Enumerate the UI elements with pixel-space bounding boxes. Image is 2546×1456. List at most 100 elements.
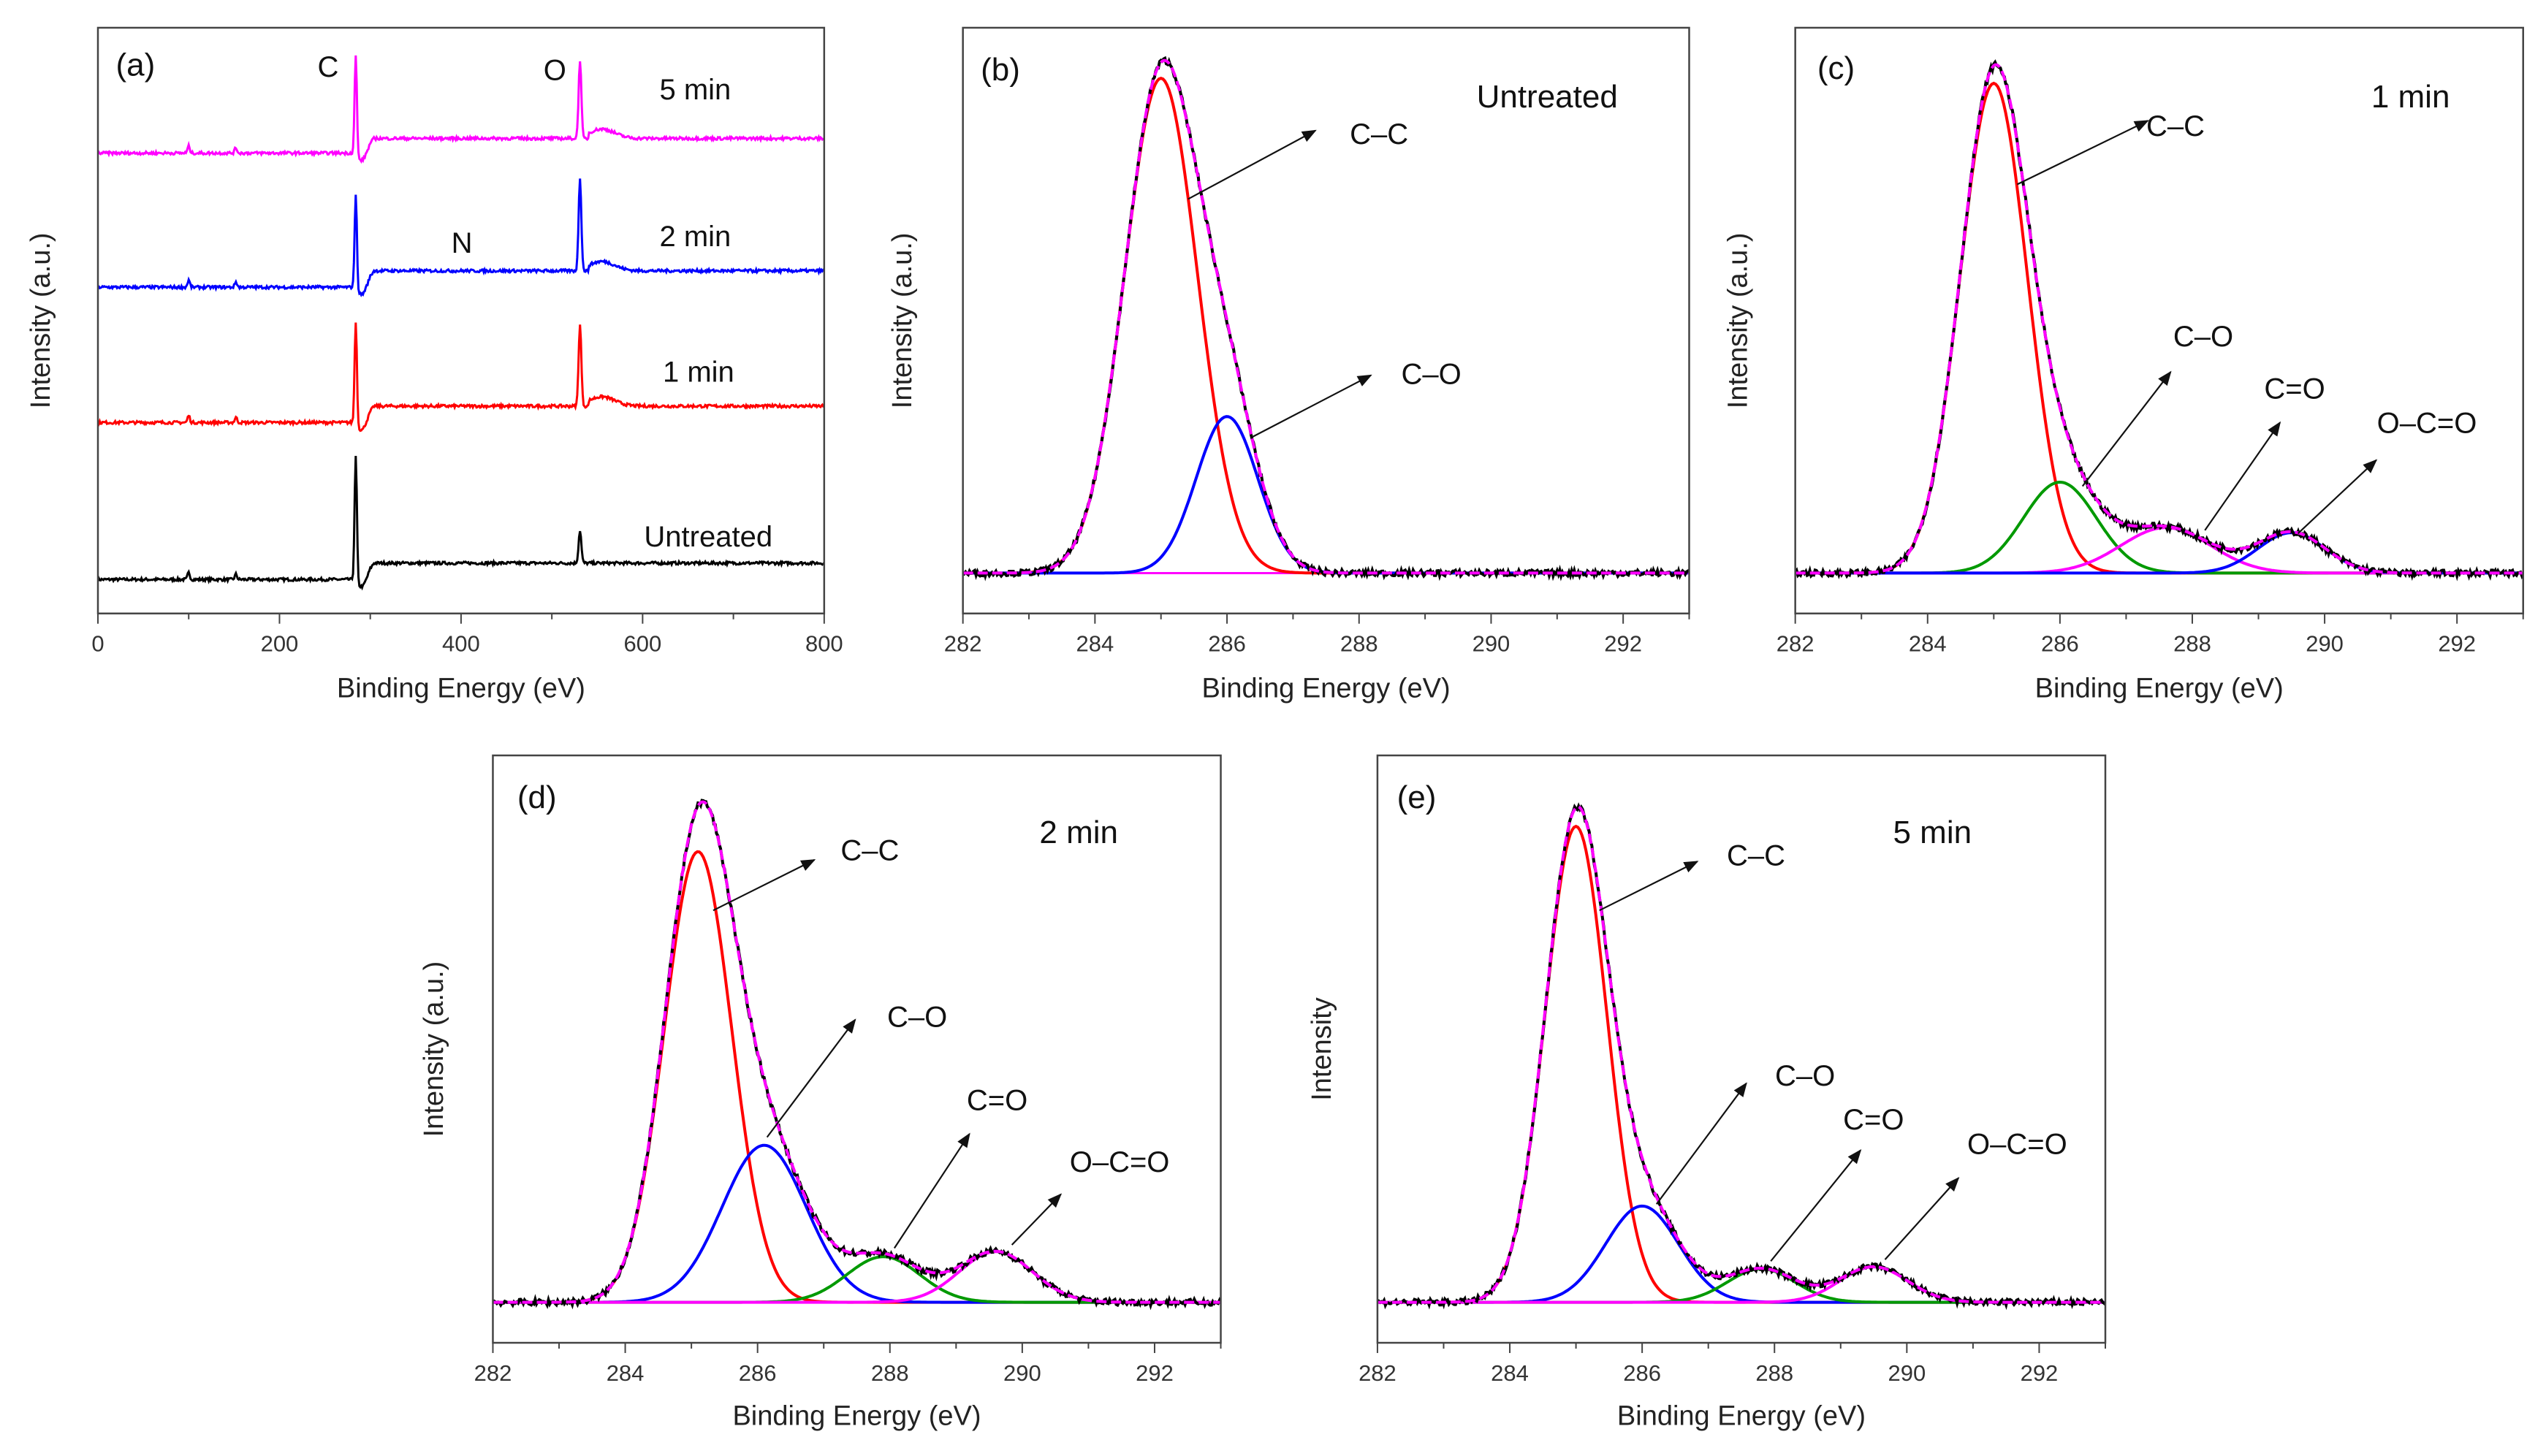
- plot-area: [1377, 802, 2105, 1311]
- series-line-1-min: [98, 322, 824, 432]
- annotation-arrow: [1011, 1193, 1063, 1246]
- annotation-arrow: [1188, 129, 1317, 200]
- annotation-arrow: [2297, 459, 2378, 535]
- component-peak-C=O: [1795, 526, 2522, 575]
- x-tick-label: 290: [2306, 631, 2344, 657]
- x-tick-label: 284: [1909, 631, 1947, 657]
- x-tick-label: 286: [1623, 1360, 1661, 1386]
- annotation-arrow: [1884, 1176, 1960, 1260]
- fitted-envelope-line: [1795, 63, 2523, 575]
- y-axis-label: Intensity (a.u.): [1723, 232, 1754, 408]
- experimental-spectrum-line: [493, 798, 1221, 1311]
- annotation-label: C=O: [967, 1084, 1027, 1116]
- plot-frame: [962, 26, 1690, 614]
- x-tick-label: 290: [1888, 1360, 1926, 1386]
- x-tick-label: 284: [1491, 1360, 1529, 1386]
- y-axis-label: Intensity (a.u.): [26, 232, 56, 408]
- x-tick-label: 0: [91, 631, 104, 657]
- x-tick-label: 284: [1076, 631, 1114, 657]
- series-line-2-min: [98, 178, 824, 297]
- annotation-arrow: [1599, 861, 1699, 912]
- panel-e: 282 284 286 288 290 292 Binding Energy (eV) Int…: [1307, 754, 2107, 1432]
- experimental-spectrum-line: [962, 56, 1690, 582]
- x-tick-label: 282: [1776, 631, 1814, 657]
- x-tick-label: 800: [805, 631, 843, 657]
- plot-area: [493, 798, 1221, 1311]
- x-tick-label: 600: [624, 631, 662, 657]
- annotation-arrow: [2016, 120, 2149, 186]
- x-axis-label: Binding Energy (eV): [1202, 673, 1451, 704]
- fitted-envelope-line: [1377, 805, 2105, 1304]
- annotation-label: C–C: [1350, 118, 1408, 150]
- annotation-label: C–C: [2146, 110, 2205, 142]
- panel-label: (b): [981, 52, 1020, 88]
- experimental-spectrum-line: [1377, 802, 2105, 1311]
- annotation-arrow: [2081, 370, 2172, 487]
- component-peak-C–C: [493, 850, 1220, 1304]
- sample-label: Untreated: [1477, 79, 1618, 115]
- y-axis-label: Intensity (a.u.): [419, 961, 449, 1137]
- x-tick-label: 288: [871, 1360, 909, 1386]
- x-tick-label: 288: [1340, 631, 1378, 657]
- annotation-label: C–O: [2173, 321, 2233, 353]
- x-tick-label: 288: [2173, 631, 2211, 657]
- y-axis-label: Intensity: [1307, 997, 1337, 1101]
- x-tick-label: 288: [1755, 1360, 1793, 1386]
- plot-area: [1795, 59, 2523, 582]
- y-axis-label: Intensity (a.u.): [887, 232, 918, 408]
- fitted-envelope-line: [493, 800, 1221, 1304]
- x-tick-label: 292: [1136, 1360, 1174, 1386]
- sample-label: 2 min: [1039, 815, 1118, 850]
- annotation-arrow: [712, 858, 816, 912]
- annotation-label: C–C: [840, 835, 899, 867]
- annotation-label: C–O: [1402, 358, 1462, 390]
- plot-frame: [96, 26, 826, 614]
- x-tick-label: 284: [607, 1360, 645, 1386]
- annotation-arrow: [1770, 1148, 1862, 1262]
- annotation-label: O–C=O: [1070, 1146, 1170, 1178]
- annotation-arrow: [2204, 421, 2281, 531]
- annotation-label: O–C=O: [2377, 407, 2477, 439]
- panel-label: (e): [1397, 780, 1437, 815]
- peak-label: C: [317, 51, 338, 83]
- peak-label: N: [452, 227, 473, 259]
- annotation-label: O–C=O: [1967, 1129, 2067, 1161]
- x-tick-label: 282: [1358, 1360, 1396, 1386]
- x-tick-label: 290: [1003, 1360, 1041, 1386]
- x-tick-label: 290: [1472, 631, 1510, 657]
- plot-frame: [1794, 26, 2524, 614]
- component-peak-C–C: [1377, 824, 2105, 1304]
- series-line-untreated: [98, 456, 824, 591]
- annotation-arrow: [893, 1132, 970, 1249]
- plot-area: [962, 56, 1690, 582]
- annotation-arrow: [1655, 1082, 1747, 1205]
- series-label: 2 min: [659, 221, 731, 253]
- panel-c: 282 284 286 288 290 292 Binding Energy (eV) Int…: [1723, 26, 2524, 704]
- sample-label: 5 min: [1893, 815, 1972, 850]
- peak-label: O: [544, 54, 566, 86]
- series-line-5-min: [98, 55, 824, 164]
- annotation-arrow: [766, 1018, 856, 1138]
- x-axis-label: Binding Energy (eV): [2035, 673, 2284, 704]
- x-axis-label: Binding Energy (eV): [1617, 1401, 1866, 1432]
- x-tick-label: 200: [261, 631, 299, 657]
- x-tick-label: 286: [739, 1360, 777, 1386]
- x-tick-label: 292: [1604, 631, 1642, 657]
- panel-label: (a): [115, 47, 155, 83]
- component-peak-C–C: [962, 76, 1688, 575]
- component-peak-O–C=O: [1795, 531, 2522, 575]
- component-peak-C–O: [1377, 1204, 2105, 1304]
- x-tick-label: 286: [2041, 631, 2079, 657]
- x-tick-label: 292: [2438, 631, 2476, 657]
- plot-frame: [492, 754, 1222, 1344]
- x-tick-label: 292: [2021, 1360, 2059, 1386]
- annotation-label: C=O: [1843, 1104, 1904, 1136]
- annotation-label: C–C: [1727, 839, 1785, 872]
- series-label: 1 min: [663, 357, 734, 389]
- x-axis-label: Binding Energy (eV): [337, 673, 585, 704]
- panel-d: 282 284 286 288 290 292 Binding Energy (eV) Int…: [419, 754, 1222, 1432]
- panel-label: (c): [1817, 50, 1855, 86]
- component-peak-C–C: [1795, 81, 2522, 575]
- x-tick-label: 282: [474, 1360, 512, 1386]
